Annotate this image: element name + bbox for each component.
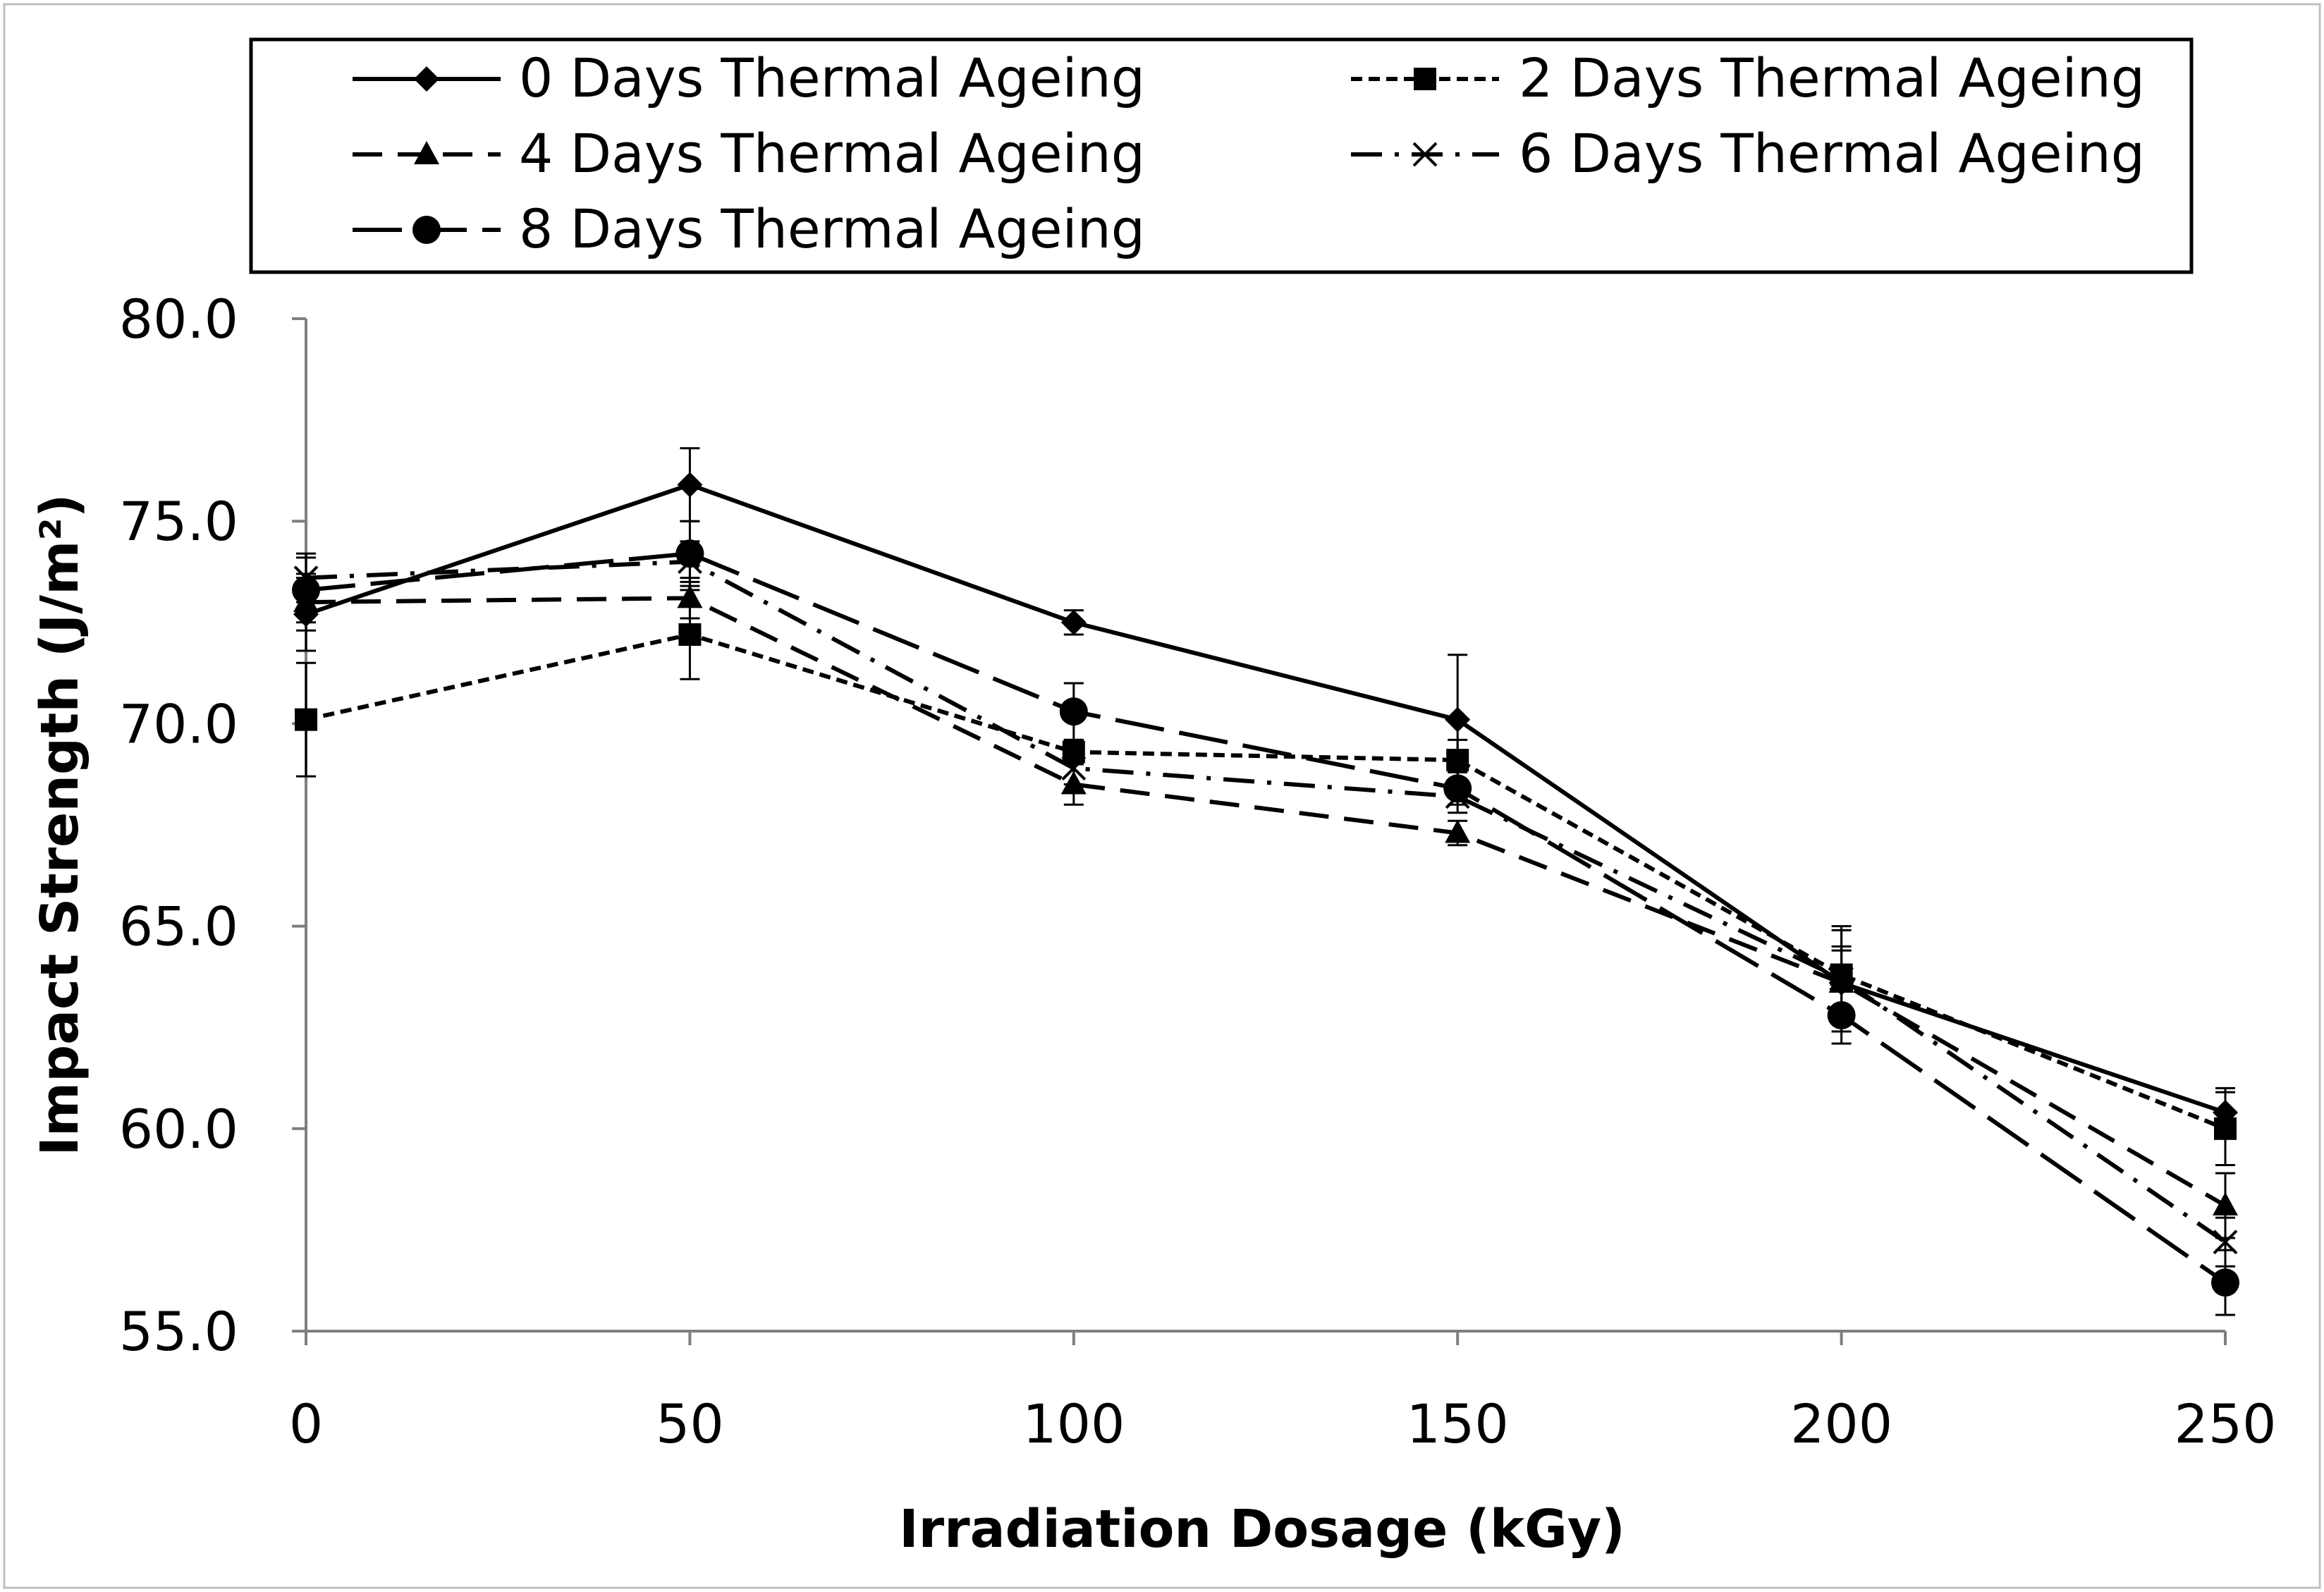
legend-swatch-marker-3 xyxy=(1412,142,1438,167)
series-2-point-5 xyxy=(2213,1192,2238,1216)
legend-swatch-marker-0 xyxy=(414,66,439,92)
y-tick-label-3: 70.0 xyxy=(119,692,238,755)
y-axis-title: Impact Strength (J/m²) xyxy=(30,494,90,1156)
y-axis-tick-labels: 55.0 60.0 65.0 70.0 75.0 80.0 xyxy=(119,288,238,1363)
legend-swatch-1 xyxy=(1351,68,1499,90)
x-tick-label-2: 100 xyxy=(1022,1392,1125,1455)
series-4-point-2 xyxy=(1059,697,1088,726)
legend-label-3: 6 Days Thermal Ageing xyxy=(1519,122,2145,185)
series-2-point-1 xyxy=(677,584,703,608)
series-3-line xyxy=(305,559,2227,1244)
series-1-point-3 xyxy=(1446,749,1469,772)
x-tick-label-4: 200 xyxy=(1790,1392,1892,1455)
x-tick-label-1: 50 xyxy=(656,1392,724,1455)
series-4-point-0 xyxy=(292,575,320,604)
series-1-point-0 xyxy=(295,708,317,731)
series-1-point-1 xyxy=(678,623,702,647)
series-2-line xyxy=(305,596,2227,1208)
y-tick-label-4: 75.0 xyxy=(119,490,238,553)
legend-entry-2: 4 Days Thermal Ageing xyxy=(353,122,1145,185)
legend: 0 Days Thermal Ageing 2 Days Thermal Age… xyxy=(249,37,2194,274)
series-4-line xyxy=(305,551,2227,1285)
y-tick-label-2: 65.0 xyxy=(119,895,238,958)
x-axis-title: Irradiation Dosage (kGy) xyxy=(899,1499,1625,1560)
series-4 xyxy=(292,520,2239,1316)
legend-label-2: 4 Days Thermal Ageing xyxy=(519,122,1145,185)
series-0-point-3 xyxy=(1445,706,1471,733)
plot-series xyxy=(292,447,2239,1316)
legend-label-1: 2 Days Thermal Ageing xyxy=(1519,47,2145,109)
x-axis-ticks xyxy=(305,1331,2227,1345)
y-tick-label-1: 60.0 xyxy=(119,1098,238,1161)
y-tick-label-0: 55.0 xyxy=(119,1300,238,1363)
legend-entry-1: 2 Days Thermal Ageing xyxy=(1351,47,2145,109)
legend-entry-4: 8 Days Thermal Ageing xyxy=(353,197,1145,260)
series-3-point-2 xyxy=(1061,756,1087,780)
series-2-point-3 xyxy=(1445,819,1471,843)
series-4-point-1 xyxy=(675,539,704,568)
x-tick-label-3: 150 xyxy=(1407,1392,1509,1455)
series-0-point-2 xyxy=(1060,609,1087,635)
series-1-point-5 xyxy=(2214,1117,2237,1140)
x-axis: 0 50 100 150 200 250 Irradiation Dosage … xyxy=(289,1330,2277,1560)
y-axis: 55.0 60.0 65.0 70.0 75.0 80.0 Impact Str… xyxy=(30,288,307,1363)
legend-entry-3: 6 Days Thermal Ageing xyxy=(1351,122,2145,185)
x-tick-label-5: 250 xyxy=(2174,1392,2276,1455)
series-4-point-5 xyxy=(2211,1268,2239,1297)
series-0-point-1 xyxy=(677,472,703,498)
legend-label-4: 8 Days Thermal Ageing xyxy=(519,197,1145,260)
series-1-line xyxy=(305,632,2227,1131)
legend-entry-0: 0 Days Thermal Ageing xyxy=(353,47,1145,109)
legend-swatch-marker-1 xyxy=(1414,68,1436,90)
series-0-line xyxy=(305,482,2226,1115)
x-axis-tick-labels: 0 50 100 150 200 250 xyxy=(289,1392,2277,1455)
x-tick-label-0: 0 xyxy=(289,1392,323,1455)
series-3-point-2-stroke-b xyxy=(1061,756,1087,780)
legend-box xyxy=(249,37,2194,274)
legend-swatch-0 xyxy=(353,66,501,92)
y-tick-label-5: 80.0 xyxy=(119,288,238,350)
legend-swatch-marker-4 xyxy=(412,216,441,244)
legend-label-0: 0 Days Thermal Ageing xyxy=(519,47,1145,109)
series-4-point-4 xyxy=(1827,1000,1856,1029)
legend-swatch-marker-2 xyxy=(414,141,439,164)
legend-swatch-3 xyxy=(1351,142,1499,167)
legend-swatch-marker-3-stroke-b xyxy=(1412,142,1438,167)
legend-swatch-4 xyxy=(353,216,501,244)
legend-swatch-2 xyxy=(353,141,501,164)
series-4-point-3 xyxy=(1443,774,1472,803)
